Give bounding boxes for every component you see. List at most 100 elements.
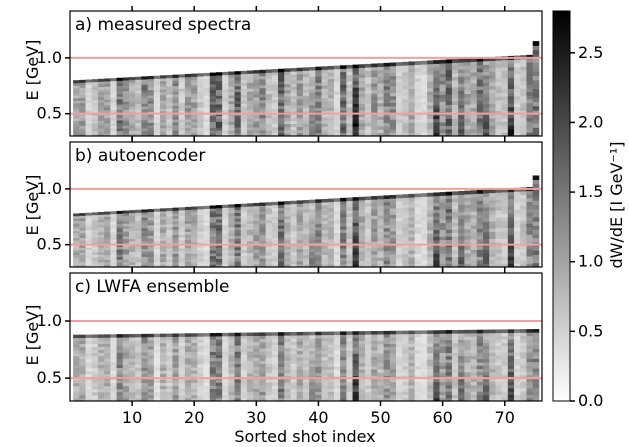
- spectrum-cell: [234, 397, 242, 401]
- spectrum-cell: [222, 118, 229, 122]
- spectrum-cell: [414, 84, 422, 89]
- spectrum-cell: [489, 349, 496, 353]
- spectrum-cell: [122, 122, 130, 126]
- spectrum-cell: [160, 94, 167, 98]
- spectrum-cell: [129, 349, 136, 353]
- spectrum-cell: [327, 81, 335, 86]
- spectrum-cell: [278, 216, 285, 220]
- spectrum-cell: [414, 333, 422, 338]
- spectrum-cell: [352, 110, 360, 114]
- spectrum-cell: [222, 224, 229, 228]
- spectrum-cell: [141, 92, 149, 96]
- spectrum-cell: [371, 129, 378, 134]
- spectrum-cell: [315, 338, 322, 342]
- spectrum-cell: [315, 69, 322, 74]
- spectrum-cell: [352, 206, 360, 211]
- spectrum-cell: [365, 86, 372, 91]
- spectrum-cell: [371, 103, 378, 107]
- spectrum-cell: [321, 97, 329, 102]
- spectrum-cell: [284, 397, 291, 401]
- spectrum-cell: [278, 231, 285, 235]
- spectrum-cell: [476, 397, 484, 401]
- spectrum-cell: [265, 335, 273, 339]
- spectrum-cell: [514, 216, 521, 221]
- spectrum-cell: [501, 96, 509, 101]
- spectrum-cell: [309, 92, 316, 96]
- spectrum-cell: [278, 237, 285, 241]
- spectrum-cell: [396, 237, 403, 242]
- spectrum-cell: [240, 335, 248, 340]
- spectrum-cell: [290, 108, 298, 112]
- spectrum-cell: [501, 231, 509, 236]
- spectrum-cell: [383, 129, 391, 134]
- spectrum-cell: [445, 397, 453, 401]
- spectrum-cell: [153, 92, 161, 96]
- spectrum-cell: [302, 132, 310, 136]
- spectrum-cell: [476, 358, 484, 363]
- spectrum-cell: [520, 62, 527, 67]
- spectrum-cell: [420, 263, 428, 267]
- spectrum-cell: [265, 208, 273, 212]
- spectrum-cell: [532, 41, 540, 46]
- spectrum-cell: [389, 337, 397, 341]
- spectrum-cell: [296, 129, 304, 134]
- spectrum-cell: [184, 261, 192, 265]
- spectrum-cell: [309, 385, 316, 389]
- spectrum-cell: [240, 212, 248, 216]
- spectrum-cell: [271, 81, 279, 85]
- spectrum-cell: [166, 336, 173, 341]
- spectrum-cell: [507, 358, 515, 363]
- spectrum-cell: [321, 223, 329, 228]
- spectrum-cell: [141, 125, 149, 129]
- spectrum-cell: [278, 228, 285, 232]
- spectrum-cell: [85, 115, 93, 119]
- spectrum-cell: [389, 359, 397, 364]
- spectrum-cell: [420, 91, 428, 96]
- spectrum-cell: [333, 104, 341, 108]
- spectrum-cell: [402, 385, 409, 389]
- spectrum-cell: [116, 226, 124, 230]
- spectrum-cell: [85, 102, 93, 106]
- spectrum-cell: [358, 70, 366, 75]
- spectrum-cell: [408, 88, 416, 93]
- spectrum-cell: [259, 78, 267, 83]
- spectrum-cell: [209, 388, 217, 393]
- spectrum-cell: [396, 391, 403, 396]
- spectrum-cell: [135, 209, 142, 213]
- spectrum-cell: [514, 205, 521, 210]
- spectrum-cell: [439, 346, 447, 350]
- spectrum-cell: [91, 249, 99, 253]
- spectrum-cell: [420, 105, 428, 110]
- spectrum-cell: [489, 128, 496, 133]
- spectrum-cell: [122, 133, 130, 136]
- spectrum-cell: [458, 97, 465, 102]
- spectrum-cell: [91, 99, 99, 103]
- spectrum-cell: [296, 236, 304, 241]
- spectrum-cell: [116, 340, 124, 344]
- spectrum-cell: [85, 343, 93, 348]
- spectrum-cell: [377, 106, 385, 110]
- spectrum-cell: [414, 223, 422, 228]
- spectrum-cell: [110, 80, 117, 84]
- spectrum-cell: [247, 82, 254, 86]
- spectrum-cell: [110, 340, 117, 344]
- spectrum-cell: [458, 93, 465, 98]
- spectrum-cell: [526, 237, 534, 242]
- spectrum-cell: [495, 391, 503, 395]
- spectrum-cell: [104, 234, 111, 238]
- spectrum-cell: [433, 195, 440, 200]
- spectrum-cell: [458, 83, 465, 88]
- spectrum-cell: [209, 264, 217, 267]
- spectrum-cell: [284, 74, 291, 79]
- spectrum-cell: [284, 366, 291, 371]
- spectrum-cell: [240, 360, 248, 365]
- spectrum-cell: [228, 332, 235, 337]
- spectrum-cell: [371, 263, 378, 267]
- spectrum-cell: [222, 218, 229, 223]
- spectrum-cell: [172, 248, 180, 252]
- spectrum-cell: [290, 68, 298, 72]
- spectrum-cell: [458, 352, 465, 357]
- spectrum-cell: [321, 211, 329, 215]
- spectrum-cell: [122, 236, 130, 240]
- spectrum-cell: [433, 118, 440, 123]
